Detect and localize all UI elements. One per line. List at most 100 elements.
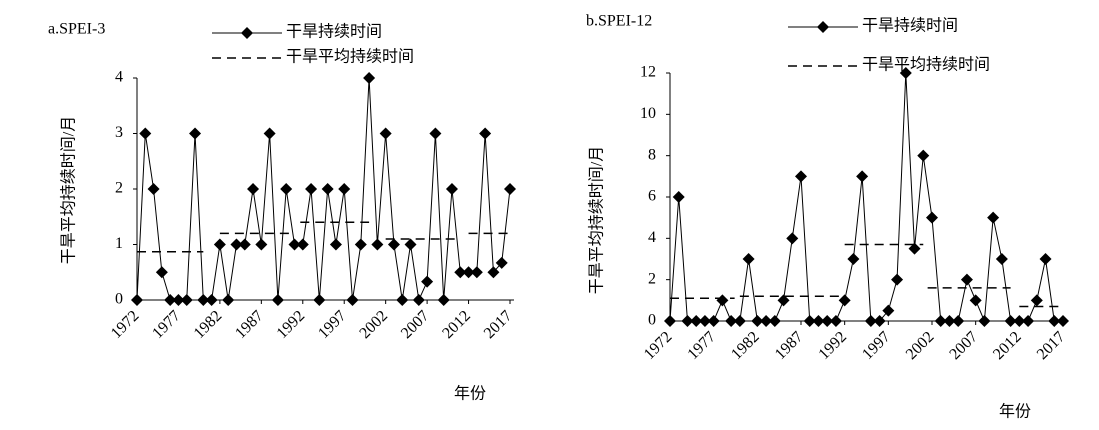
point-marker — [180, 294, 193, 306]
x-tick-label: 2012 — [990, 328, 1025, 363]
point-marker — [995, 253, 1008, 265]
legend-label: 干旱持续时间 — [862, 17, 958, 35]
y-tick-label: 0 — [115, 291, 123, 308]
point-marker — [155, 266, 168, 279]
point-marker — [172, 294, 185, 306]
point-marker — [189, 127, 202, 140]
x-tick-label: 2002 — [903, 328, 938, 363]
point-marker — [445, 183, 458, 195]
point-marker — [672, 191, 685, 203]
point-marker — [760, 315, 773, 327]
x-tick-label: 2017 — [1034, 328, 1069, 363]
point-marker — [429, 127, 442, 140]
legend-label: 干旱平均持续时间 — [862, 56, 990, 74]
x-axis-label: 年份 — [999, 403, 1031, 421]
x-tick-label: 2007 — [946, 328, 981, 363]
point-marker — [829, 315, 842, 327]
point-marker — [495, 256, 508, 269]
point-marker — [247, 183, 260, 195]
x-tick-label: 2007 — [398, 307, 433, 342]
point-marker — [338, 183, 351, 195]
point-marker — [164, 294, 177, 306]
x-tick-label: 1972 — [641, 328, 676, 363]
point-marker — [707, 315, 720, 327]
point-marker — [664, 315, 676, 327]
legend-marker — [241, 27, 253, 39]
point-marker — [838, 294, 851, 307]
x-tick-label: 2012 — [439, 307, 474, 342]
y-tick-label: 2 — [648, 270, 656, 287]
point-marker — [205, 294, 218, 306]
point-marker — [795, 170, 807, 183]
y-tick-label: 8 — [648, 146, 656, 163]
point-marker — [742, 253, 755, 265]
x-tick-label: 1992 — [274, 307, 309, 342]
point-marker — [952, 315, 965, 327]
x-tick-label: 2017 — [481, 307, 516, 342]
point-marker — [346, 294, 359, 306]
point-marker — [864, 315, 877, 327]
y-tick-label: 12 — [640, 64, 656, 81]
y-tick-label: 0 — [648, 312, 656, 329]
point-marker — [222, 294, 235, 306]
point-marker — [479, 127, 492, 140]
point-marker — [725, 315, 738, 327]
y-tick-label: 1 — [115, 235, 123, 252]
point-marker — [943, 315, 956, 327]
point-marker — [733, 315, 746, 327]
point-marker — [462, 266, 475, 279]
y-tick-label: 10 — [640, 105, 656, 122]
point-marker — [882, 304, 895, 317]
point-marker — [891, 273, 904, 286]
point-marker — [1022, 315, 1035, 327]
y-axis-label: 干旱平均持续时间/月 — [60, 116, 78, 264]
y-tick-label: 2 — [115, 180, 123, 197]
point-marker — [412, 294, 425, 306]
x-axis-label: 年份 — [454, 385, 486, 403]
point-marker — [131, 294, 143, 306]
x-tick-label: 1972 — [108, 307, 143, 342]
point-marker — [1013, 315, 1026, 327]
point-marker — [960, 273, 973, 286]
point-marker — [504, 183, 516, 195]
point-marker — [296, 238, 309, 251]
x-tick-label: 1987 — [232, 307, 267, 342]
x-tick-label: 1992 — [815, 328, 850, 363]
point-marker — [230, 238, 243, 251]
x-tick-label: 1982 — [191, 307, 226, 342]
point-marker — [263, 127, 276, 140]
x-tick-label: 1987 — [772, 328, 807, 363]
point-marker — [437, 294, 450, 306]
x-tick-label: 1997 — [315, 307, 350, 342]
y-tick-label: 4 — [648, 229, 656, 246]
point-marker — [803, 315, 816, 327]
point-marker — [812, 315, 825, 327]
point-marker — [934, 315, 947, 327]
point-marker — [288, 238, 301, 251]
point-marker — [1039, 253, 1052, 265]
point-marker — [1030, 294, 1043, 307]
series-line — [669, 72, 1063, 322]
point-marker — [716, 294, 729, 307]
x-tick-label: 1982 — [728, 328, 763, 363]
point-marker — [280, 183, 293, 195]
point-marker — [371, 238, 384, 251]
point-marker — [926, 211, 938, 224]
legend-label: 干旱持续时间 — [286, 23, 382, 41]
point-marker — [969, 294, 982, 307]
y-tick-label: 6 — [648, 188, 656, 205]
point-marker — [768, 315, 781, 327]
point-marker — [856, 170, 869, 183]
point-marker — [147, 183, 160, 195]
chart-title: b.SPEI-12 — [586, 13, 652, 30]
point-marker — [1004, 315, 1017, 327]
x-tick-label: 1977 — [684, 328, 719, 363]
point-marker — [271, 294, 284, 306]
point-marker — [777, 294, 790, 307]
point-marker — [847, 253, 860, 265]
y-tick-label: 3 — [115, 124, 123, 141]
point-marker — [786, 232, 799, 245]
legend-marker — [817, 21, 829, 33]
point-marker — [917, 149, 930, 162]
point-marker — [396, 294, 409, 306]
